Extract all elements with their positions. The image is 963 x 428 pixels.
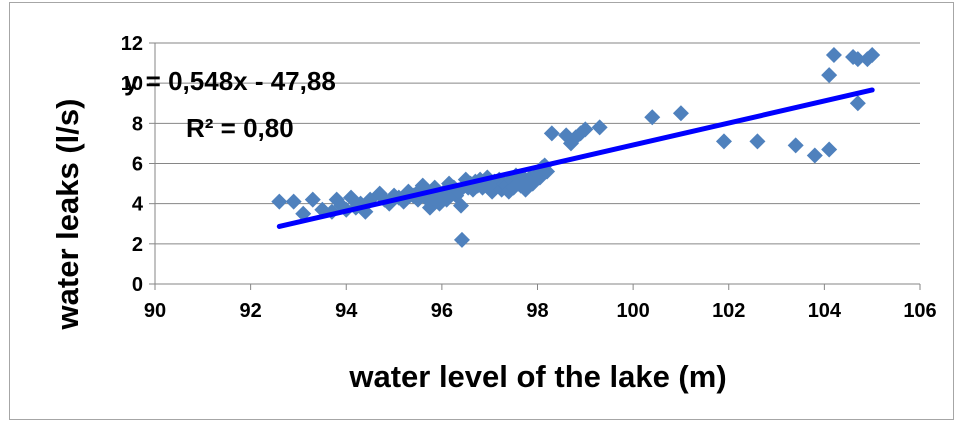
x-tick-label: 100 <box>616 300 649 322</box>
data-point <box>271 193 288 210</box>
trendline-equation: y = 0,548x - 47,88 <box>124 66 336 96</box>
data-point <box>849 51 866 68</box>
data-point <box>577 121 594 138</box>
gridlines <box>149 42 921 290</box>
trendline <box>276 87 875 229</box>
y-tick-labels: 0 2 4 6 8 10 12 <box>121 33 144 296</box>
y-axis-title: water leaks (l/s) <box>50 99 85 331</box>
y-tick-label: 12 <box>121 33 143 55</box>
x-tick-label: 94 <box>335 300 358 322</box>
data-point <box>672 105 689 122</box>
data-point <box>821 67 838 84</box>
y-tick-label: 0 <box>132 274 143 296</box>
data-point <box>644 109 661 126</box>
data-point <box>453 197 469 214</box>
x-tick-label: 104 <box>808 300 842 322</box>
chart-area <box>9 2 954 420</box>
data-point <box>715 133 732 150</box>
x-tick-label: 92 <box>240 300 262 322</box>
x-tick-labels: 90 92 94 96 98 100 102 104 106 <box>144 300 937 322</box>
data-point <box>285 193 302 210</box>
y-tick-label: 10 <box>121 73 143 95</box>
data-point <box>821 141 838 158</box>
y-tick-label: 6 <box>132 154 143 176</box>
data-point <box>453 231 470 248</box>
data-point <box>749 133 766 150</box>
data-point <box>849 95 866 112</box>
x-tick-label: 98 <box>526 300 548 322</box>
data-points <box>271 47 881 248</box>
data-point <box>543 125 560 142</box>
data-point <box>591 119 608 136</box>
data-point <box>859 51 876 68</box>
y-tick-label: 8 <box>132 113 143 135</box>
x-tick-label: 90 <box>144 300 166 322</box>
x-tick-label: 106 <box>903 300 936 322</box>
x-tick-label: 96 <box>431 300 453 322</box>
y-tick-label: 4 <box>132 194 144 216</box>
data-point <box>787 137 804 154</box>
data-point <box>806 147 823 164</box>
y-tick-label: 2 <box>132 234 143 256</box>
axes <box>154 43 920 285</box>
data-point <box>304 191 321 208</box>
x-tick-label: 102 <box>712 300 745 322</box>
r-squared-label: R² = 0,80 <box>186 113 294 143</box>
data-point <box>825 47 842 64</box>
x-axis-title: water level of the lake (m) <box>348 359 726 394</box>
